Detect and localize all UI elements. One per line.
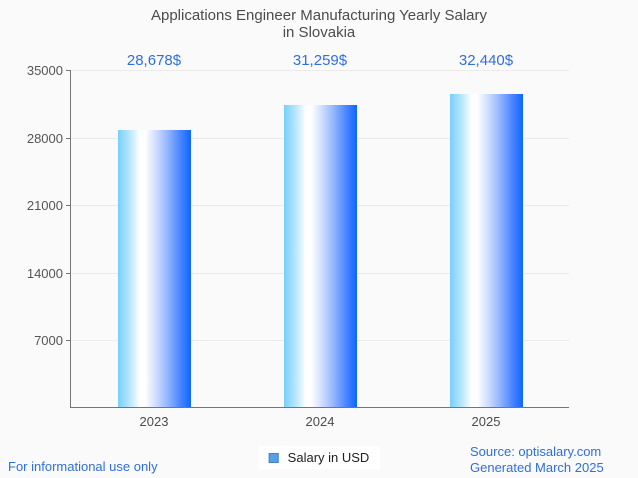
bar-2023[interactable] (118, 130, 191, 407)
value-label-2023: 28,678$ (126, 52, 182, 69)
y-axis-tick-28000 (66, 138, 71, 139)
generated-text: Generated March 2025 (470, 460, 604, 475)
x-tick-label-2023: 2023 (139, 414, 169, 429)
y-tick-label-21000: 21000 (26, 198, 63, 213)
x-tick-label-2025: 2025 (471, 414, 501, 429)
legend-marker-square (268, 452, 279, 463)
y-axis-line (70, 70, 71, 408)
y-axis-tick-7000 (66, 340, 71, 341)
y-tick-label-7000: 7000 (34, 333, 63, 348)
x-axis-line (70, 407, 569, 408)
bar-2024[interactable] (284, 105, 357, 407)
value-label-2025: 32,440$ (458, 52, 514, 69)
y-axis-tick-21000 (66, 205, 71, 206)
source-text: Source: optisalary.com (470, 444, 602, 459)
y-tick-label-28000: 28000 (26, 131, 63, 146)
value-label-2024: 31,259$ (292, 52, 348, 69)
chart-title-line2: in Slovakia (282, 24, 356, 41)
y-tick-label-14000: 14000 (26, 266, 63, 281)
legend: Salary in USD (258, 446, 380, 469)
legend-label: Salary in USD (287, 450, 370, 465)
y-axis-tick-35000 (66, 70, 71, 71)
disclaimer-text: For informational use only (8, 459, 158, 474)
chart-title: Applications Engineer Manufacturing Year… (0, 7, 638, 41)
source-block: Source: optisalary.com Generated March 2… (470, 444, 604, 476)
chart-title-line1: Applications Engineer Manufacturing Year… (150, 7, 488, 24)
gridline-35000 (71, 70, 569, 71)
y-tick-label-35000: 35000 (26, 63, 63, 78)
y-axis-tick-14000 (66, 273, 71, 274)
bar-2025[interactable] (450, 94, 523, 407)
x-tick-label-2024: 2024 (305, 414, 335, 429)
